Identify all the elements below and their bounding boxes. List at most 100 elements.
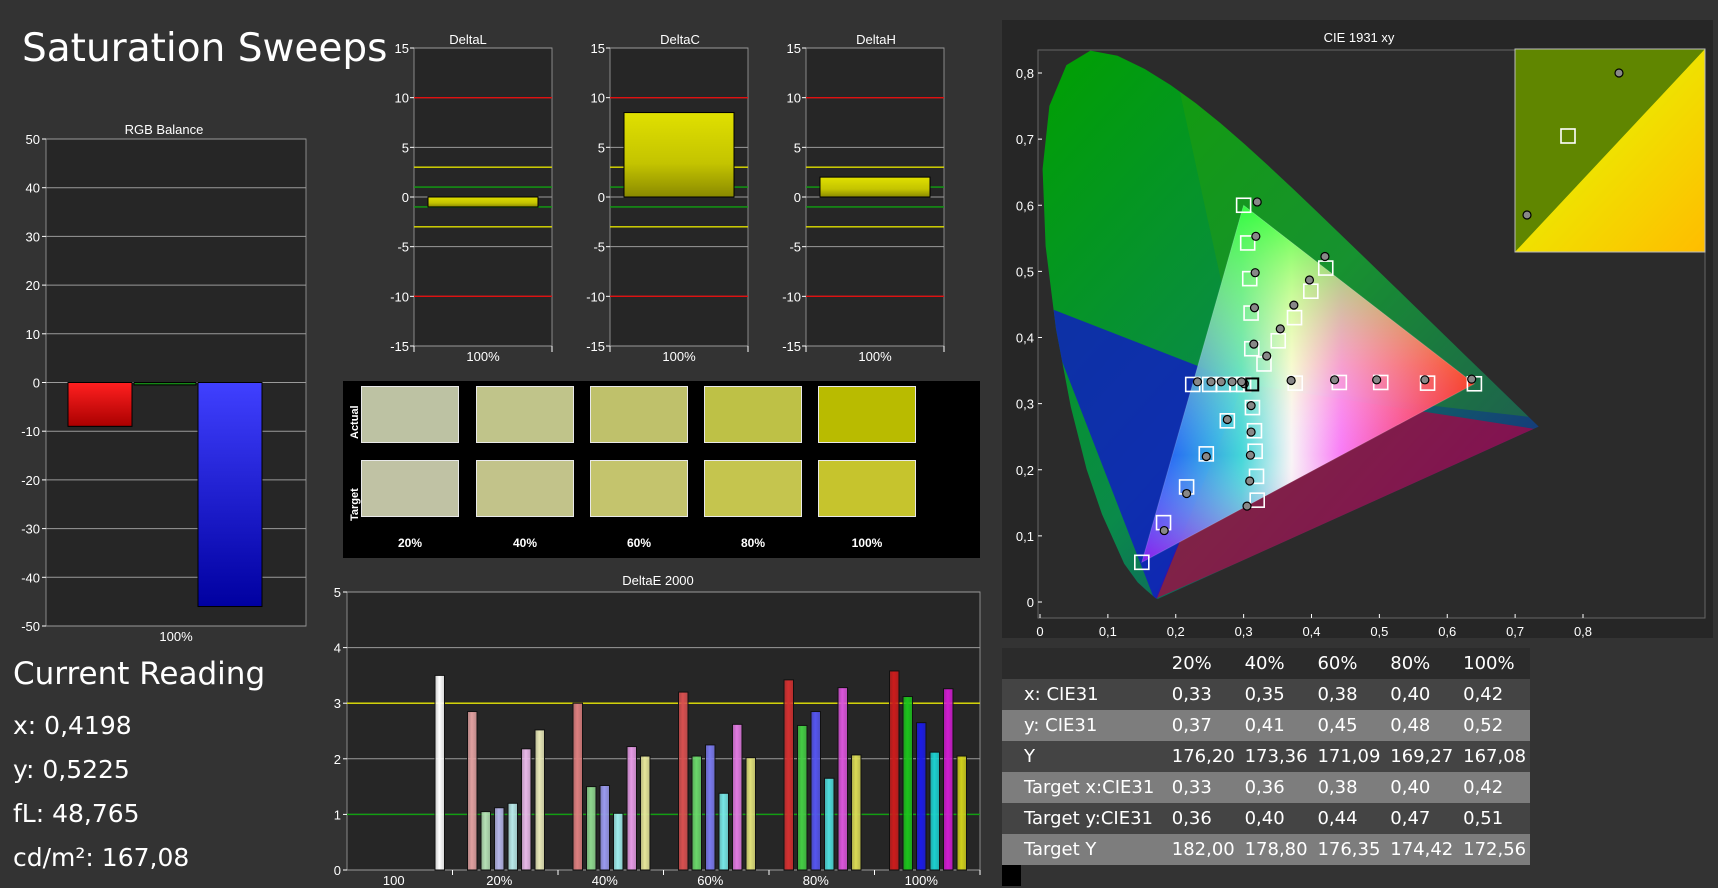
y-tick-label: -30	[21, 522, 40, 537]
gamut-fill-overlay	[1141, 205, 1475, 563]
measurement-table: 20% 40% 60% 80% 100% x: CIE31 0,33 0,35 0,38 0,40…	[1002, 648, 1530, 865]
delta-l-chart: DeltaL 15 10 5 0 -5 -10 -15 100%	[390, 32, 553, 364]
measured-point	[1467, 374, 1477, 384]
delta-c-chart: DeltaC 15 10 5 0 -5 -10 -15 100%	[586, 32, 749, 364]
current-reading-title: Current Reading	[13, 656, 266, 692]
cie-1931-chart: CIE 1931 xy 0 0,1 0,2 0,3 0,4 0,5 0,6 0,7 0,8 0 0,…	[1002, 20, 1713, 638]
delta-e-bar	[718, 792, 729, 871]
delta-e-bar	[507, 802, 518, 871]
x-tick-label: 0,6	[1438, 624, 1456, 638]
x-tick-label: 100%	[905, 873, 939, 888]
x-tick-label: 20%	[486, 873, 512, 888]
column-header: 40%	[1244, 653, 1285, 674]
y-tick-label: 0	[334, 863, 341, 878]
x-tick-label: 40%	[592, 873, 618, 888]
target-swatch	[704, 460, 802, 517]
delta-e-bar	[943, 688, 954, 871]
row-label: Target Y	[1024, 839, 1097, 860]
table-cell: 169,27	[1390, 746, 1454, 767]
measured-point	[1304, 275, 1315, 285]
delta-e-bar	[678, 691, 689, 871]
measured-point	[1192, 377, 1203, 387]
measured-point	[1249, 303, 1260, 313]
actual-swatch	[818, 386, 916, 443]
delta-e-bar	[745, 757, 756, 871]
table-cell: 0,33	[1171, 777, 1212, 798]
table-row: x: CIE31 0,33 0,35 0,38 0,40 0,42	[1002, 679, 1530, 710]
x-tick-label: 100%	[466, 349, 500, 364]
target-marker	[1134, 554, 1150, 571]
table-cell: 0,36	[1171, 808, 1212, 829]
y-tick-label: 15	[787, 41, 801, 56]
data-table-wrap: 20% 40% 60% 80% 100% x: CIE31 0,33 0,35 0,38 0,40…	[1002, 648, 1530, 886]
delta-e-bar	[626, 746, 637, 871]
reading-cdm2: cd/m²: 167,08	[13, 843, 190, 872]
measured-point	[1236, 377, 1247, 387]
table-row: Target Y 182,00 178,80 176,35 174,42 172,56	[1002, 834, 1530, 865]
measured-point	[1222, 414, 1232, 425]
y-tick-label: 5	[402, 140, 409, 155]
measured-point	[1249, 339, 1259, 349]
actual-swatch	[704, 386, 802, 443]
table-marker	[1002, 648, 1021, 886]
table-cell: 0,33	[1171, 684, 1212, 705]
target-swatch	[361, 460, 459, 517]
y-tick-label: -15	[782, 339, 801, 354]
table-row: y: CIE31 0,37 0,41 0,45 0,48 0,52	[1002, 710, 1530, 741]
delta-e-bar	[534, 729, 545, 871]
measured-point	[1262, 351, 1272, 361]
y-tick-label: 1	[334, 807, 341, 822]
chart-title: DeltaC	[660, 32, 700, 47]
target-row-label: Target	[349, 488, 361, 521]
measured-point	[1227, 377, 1237, 387]
delta-e-bar	[837, 687, 848, 871]
swatch-level-label: 80%	[740, 536, 766, 550]
column-header: 80%	[1390, 653, 1431, 674]
measured-point	[1245, 476, 1255, 486]
target-marker	[1235, 376, 1252, 393]
white-point-marker	[1245, 377, 1260, 392]
x-tick-label: 100%	[858, 349, 892, 364]
color-swatch-panel: Actual Target 20% 40% 60% 80% 100%	[343, 381, 980, 558]
x-tick-label: 100%	[159, 629, 193, 644]
y-tick-label: 4	[334, 641, 341, 656]
table-cell: 0,51	[1463, 808, 1504, 829]
table-cell: 173,36	[1244, 746, 1308, 767]
delta-e-bar	[732, 723, 743, 871]
gamut-outline	[1140, 204, 1476, 564]
delta-e-bar	[797, 724, 808, 871]
y-tick-label: 0,4	[1016, 331, 1034, 346]
column-header: 60%	[1317, 653, 1358, 674]
chart-title: RGB Balance	[125, 122, 204, 137]
delta-h-chart: DeltaH 15 10 5 0 -5 -10 -15 100%	[782, 32, 945, 364]
measured-point	[1289, 300, 1299, 310]
y-tick-label: 3	[334, 696, 341, 711]
delta-bar	[623, 112, 735, 198]
y-tick-label: 0	[33, 376, 40, 391]
table-row: Y 176,20 173,36 171,09 169,27 167,08	[1002, 741, 1530, 772]
target-marker	[1286, 309, 1303, 326]
y-tick-label: 0,2	[1016, 463, 1034, 478]
table-cell: 0,48	[1390, 715, 1431, 736]
delta-e-bar	[824, 777, 835, 871]
column-header: 20%	[1171, 653, 1212, 674]
table-cell: 0,40	[1390, 684, 1431, 705]
target-marker	[1270, 333, 1287, 349]
y-tick-label: -40	[21, 570, 40, 585]
target-marker	[1249, 492, 1265, 508]
row-label: y: CIE31	[1024, 715, 1098, 736]
y-tick-label: 40	[26, 181, 40, 196]
measured-point	[1245, 450, 1256, 460]
measured-point	[1206, 377, 1216, 387]
column-header: 100%	[1463, 653, 1515, 674]
target-marker	[1239, 235, 1256, 251]
delta-e-bar	[521, 748, 532, 871]
y-tick-label: -15	[390, 339, 409, 354]
delta-e-bar	[783, 679, 794, 871]
measured-point	[1250, 268, 1260, 278]
measured-point	[1420, 375, 1430, 385]
table-cell: 176,20	[1171, 746, 1235, 767]
swatch-level-label: 100%	[851, 536, 883, 550]
y-tick-label: -10	[586, 289, 605, 304]
row-label: Target y:CIE31	[1024, 808, 1153, 829]
